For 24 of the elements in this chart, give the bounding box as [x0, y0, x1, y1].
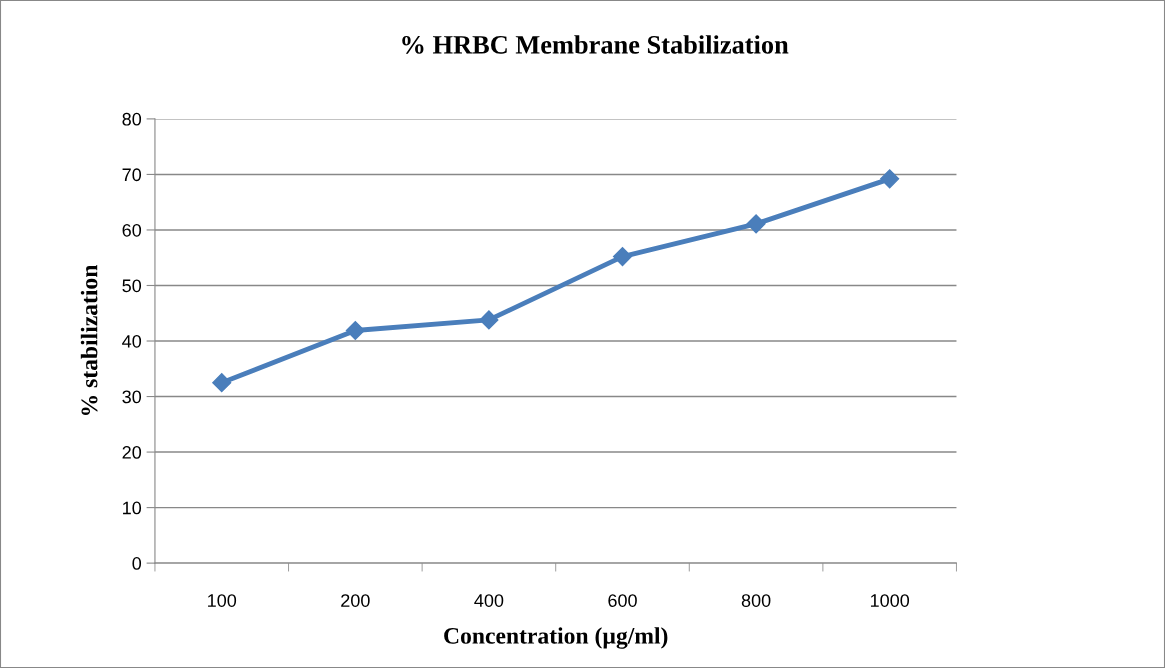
x-tick-label: 200 [341, 594, 370, 607]
y-tick-label: 20 [122, 446, 142, 459]
point [345, 320, 365, 340]
y-tick-label: 0 [132, 557, 142, 570]
y-tick-label: 40 [122, 334, 142, 348]
chart-title: % HRBC Membrane Stabilization [402, 35, 789, 54]
x-axis-title: Concentration (µg/ml) [444, 627, 668, 649]
point [612, 247, 633, 267]
x-tick-label: 400 [474, 594, 504, 607]
y-tick-label: 60 [122, 223, 142, 237]
y-tick-label: 30 [122, 390, 142, 404]
y-axis-title: % stabilization [80, 264, 98, 416]
y-tick-label: 70 [122, 168, 142, 182]
x-tick-label: 1000 [870, 594, 910, 607]
point [479, 310, 499, 330]
point [212, 373, 232, 393]
x-tick-label: 600 [608, 594, 637, 607]
y-tick-label: 80 [122, 112, 142, 126]
x-tick-label: 800 [741, 594, 771, 607]
point [880, 169, 900, 189]
y-tick-label: 10 [123, 501, 142, 515]
y-tick-label: 50 [122, 279, 142, 293]
point [746, 214, 766, 234]
x-tick-label: 100 [208, 594, 237, 607]
